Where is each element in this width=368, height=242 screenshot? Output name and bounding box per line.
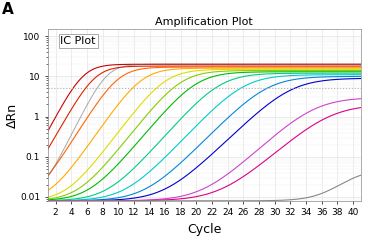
Title: Amplification Plot: Amplification Plot	[155, 17, 253, 27]
Y-axis label: ΔRn: ΔRn	[6, 102, 19, 128]
X-axis label: Cycle: Cycle	[187, 223, 222, 236]
Text: A: A	[2, 2, 14, 17]
Text: IC Plot: IC Plot	[60, 36, 96, 46]
